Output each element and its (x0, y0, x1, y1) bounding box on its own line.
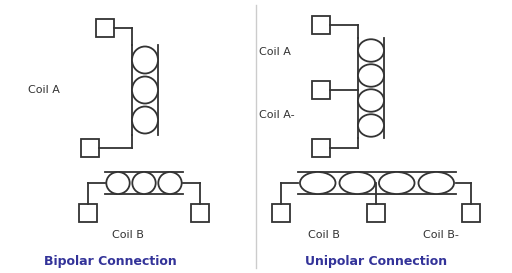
Bar (462, 204, 480, 222)
Bar (96, 19, 114, 37)
Ellipse shape (358, 64, 384, 87)
Text: Coil A: Coil A (259, 47, 291, 57)
Ellipse shape (132, 172, 156, 194)
Bar (312, 81, 330, 99)
Bar (81, 139, 99, 157)
Text: Coil B: Coil B (308, 230, 340, 240)
Bar (191, 204, 209, 222)
Ellipse shape (358, 114, 384, 137)
Bar (79, 204, 97, 222)
Ellipse shape (300, 172, 335, 194)
Ellipse shape (339, 172, 375, 194)
Ellipse shape (132, 76, 158, 103)
Bar (367, 204, 385, 222)
Ellipse shape (132, 106, 158, 133)
Ellipse shape (358, 39, 384, 62)
Ellipse shape (358, 89, 384, 112)
Ellipse shape (158, 172, 182, 194)
Bar (312, 16, 330, 34)
Bar (312, 139, 330, 157)
Text: Bipolar Connection: Bipolar Connection (44, 256, 176, 269)
Ellipse shape (132, 46, 158, 73)
Ellipse shape (106, 172, 130, 194)
Ellipse shape (418, 172, 454, 194)
Ellipse shape (379, 172, 415, 194)
Bar (272, 204, 290, 222)
Text: Coil B-: Coil B- (423, 230, 459, 240)
Text: Coil B: Coil B (112, 230, 144, 240)
Text: Unipolar Connection: Unipolar Connection (305, 256, 447, 269)
Text: Coil A-: Coil A- (259, 110, 294, 120)
Text: Coil A: Coil A (28, 85, 60, 95)
